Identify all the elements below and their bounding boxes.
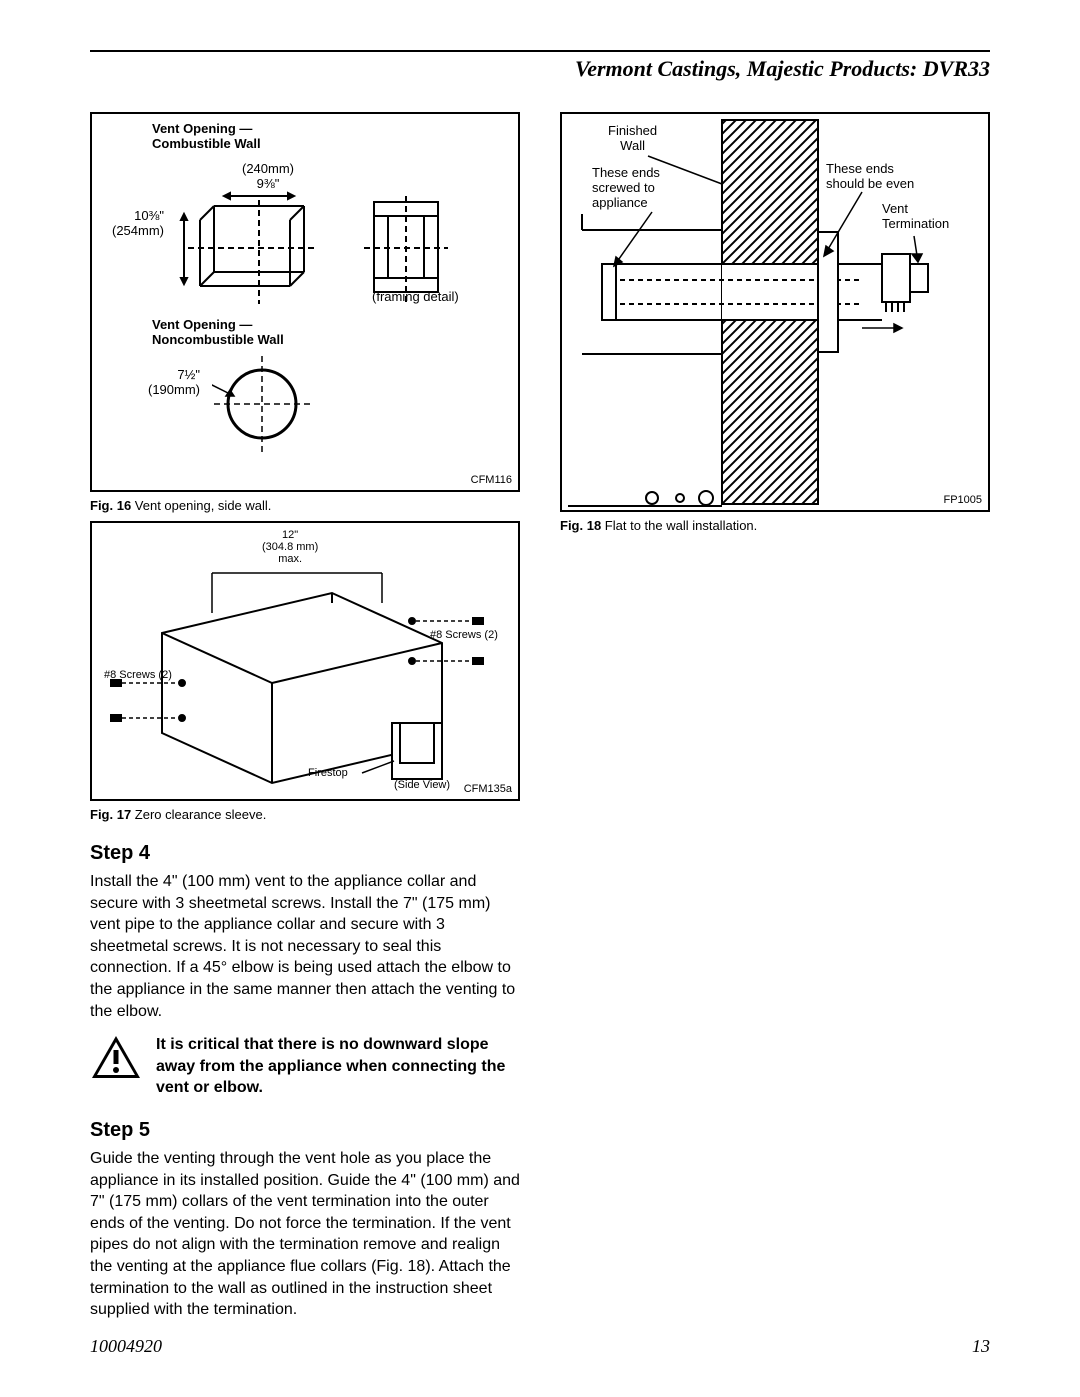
fig18-box: Finished Wall These ends screwed to appl… [560, 112, 990, 512]
fig17-box: 12" (304.8 mm) max. [90, 521, 520, 801]
fig16-noncombustible-svg [212, 354, 342, 464]
right-column: Finished Wall These ends screwed to appl… [560, 112, 990, 1321]
footer: 10004920 13 [90, 1336, 990, 1357]
fig17-caption-bold: Fig. 17 [90, 807, 131, 822]
fig18-caption-bold: Fig. 18 [560, 518, 601, 533]
fig18-caption-rest: Flat to the wall installation. [601, 518, 757, 533]
fig16-title1: Vent Opening — Combustible Wall [152, 122, 261, 152]
step5-heading: Step 5 [90, 1119, 520, 1142]
fig16-title1b: Combustible Wall [152, 136, 261, 151]
columns: Vent Opening — Combustible Wall (240mm) … [90, 112, 990, 1321]
warning-text: It is critical that there is no downward… [156, 1034, 520, 1099]
fig16-circ-dim: 7½" (190mm) [148, 368, 200, 398]
fig18-code: FP1005 [943, 494, 982, 506]
fig18-caption: Fig. 18 Flat to the wall installation. [560, 518, 990, 533]
step4-heading: Step 4 [90, 842, 520, 865]
footer-pagenum: 13 [972, 1336, 990, 1357]
fig17-caption-rest: Zero clearance sleeve. [131, 807, 266, 822]
fig17-svg [102, 533, 512, 793]
header-rule [90, 50, 990, 52]
fig17-firestop: Firestop [308, 767, 348, 779]
fig16-caption-bold: Fig. 16 [90, 498, 131, 513]
fig17-screws-left: #8 Screws (2) [104, 669, 172, 681]
fig16-dim-h-in: 10⅜" [134, 208, 164, 223]
fig16-title2b: Noncombustible Wall [152, 332, 284, 347]
footer-docnum: 10004920 [90, 1336, 162, 1357]
fig16-code: CFM116 [471, 474, 512, 486]
fig17-caption: Fig. 17 Zero clearance sleeve. [90, 807, 520, 822]
step4-body: Install the 4" (100 mm) vent to the appl… [90, 871, 520, 1022]
fig16-framing-label: (framing detail) [372, 290, 459, 305]
fig16-title1a: Vent Opening — [152, 121, 252, 136]
fig17-sideview: (Side View) [394, 779, 450, 791]
fig16-dim-h-mm: (254mm) [112, 223, 164, 238]
warning-row: It is critical that there is no downward… [90, 1034, 520, 1099]
fig16-caption-rest: Vent opening, side wall. [131, 498, 271, 513]
fig17-screws-right: #8 Screws (2) [430, 629, 498, 641]
fig16-circ-mm: (190mm) [148, 382, 200, 397]
warning-icon [90, 1034, 142, 1080]
fig16-title2a: Vent Opening — [152, 317, 252, 332]
doc-header: Vermont Castings, Majestic Products: DVR… [90, 56, 990, 82]
fig16-dim-h: 10⅜" (254mm) [112, 209, 164, 239]
left-column: Vent Opening — Combustible Wall (240mm) … [90, 112, 520, 1321]
step5-body: Guide the venting through the vent hole … [90, 1148, 520, 1321]
fig16-title2: Vent Opening — Noncombustible Wall [152, 318, 284, 348]
fig17-code: CFM135a [464, 783, 512, 795]
fig16-caption: Fig. 16 Vent opening, side wall. [90, 498, 520, 513]
fig16-circ-in: 7½" [177, 367, 200, 382]
fig16-box: Vent Opening — Combustible Wall (240mm) … [90, 112, 520, 492]
fig18-svg [562, 114, 992, 514]
